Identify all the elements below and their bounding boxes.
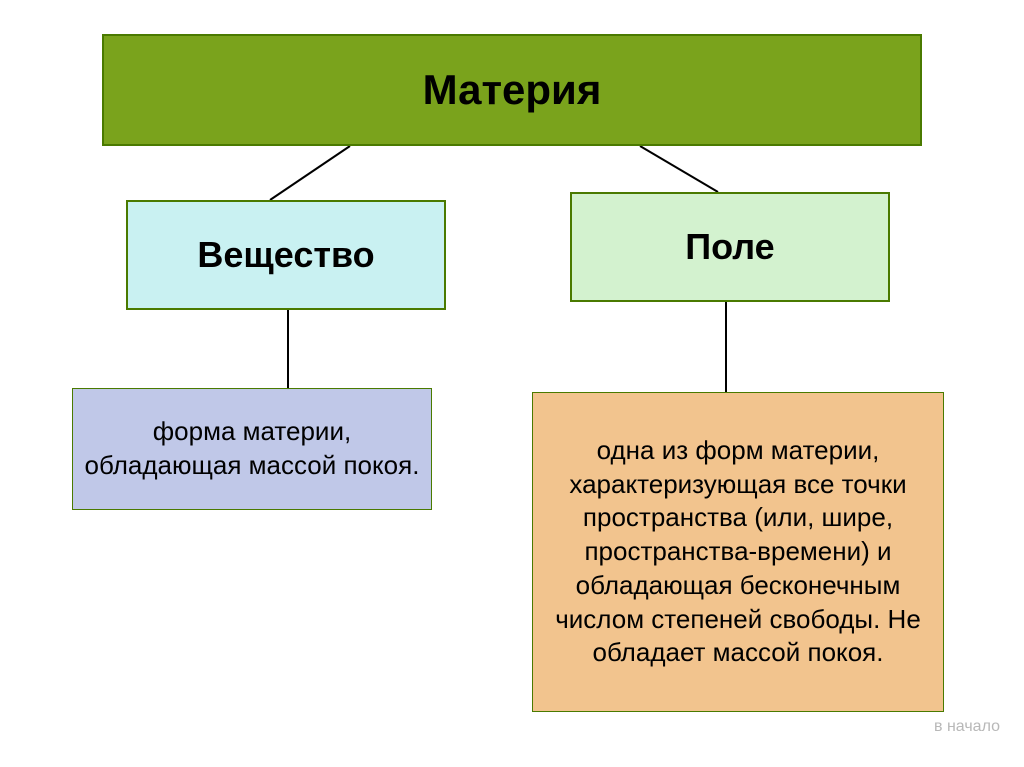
line-root-left xyxy=(270,146,350,200)
root-label: Материя xyxy=(423,63,602,118)
left-label: Вещество xyxy=(197,232,374,279)
right-desc-box: одна из форм материи, характеризующая вс… xyxy=(532,392,944,712)
right-label: Поле xyxy=(685,224,774,271)
root-box: Материя xyxy=(102,34,922,146)
back-to-start-link[interactable]: в начало xyxy=(934,718,1000,736)
left-box: Вещество xyxy=(126,200,446,310)
line-root-right xyxy=(640,146,718,192)
right-box: Поле xyxy=(570,192,890,302)
left-desc-box: форма материи, обладающая массой покоя. xyxy=(72,388,432,510)
left-desc-text: форма материи, обладающая массой покоя. xyxy=(79,415,425,483)
right-desc-text: одна из форм материи, характеризующая вс… xyxy=(539,434,937,671)
footer-text: в начало xyxy=(934,718,1000,735)
